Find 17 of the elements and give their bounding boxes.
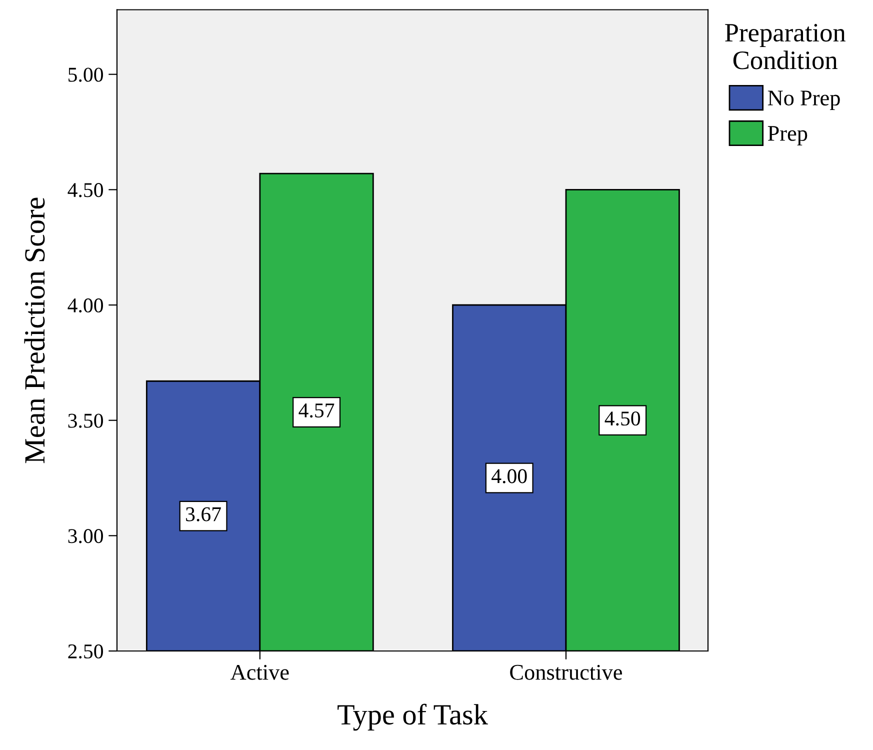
legend-title: Preparation Condition <box>725 24 846 70</box>
legend-label: No Prep <box>768 90 840 110</box>
y-tick-label: 5.00 <box>68 68 103 82</box>
x-tick-label: Constructive <box>510 664 622 680</box>
x-tick-label: Active <box>230 664 289 680</box>
data-label: 4.50 <box>604 411 640 426</box>
y-tick-label: 4.00 <box>68 298 103 313</box>
y-tick-label: 2.50 <box>68 644 103 659</box>
data-label: 4.57 <box>298 404 334 418</box>
y-tick-label: 4.50 <box>68 183 103 198</box>
data-label: 3.67 <box>186 507 221 522</box>
data-label: 4.00 <box>492 469 527 484</box>
x-axis-title: Type of Task <box>338 704 488 731</box>
y-tick-label: 3.00 <box>68 529 103 544</box>
y-axis-title: Mean Prediction Score <box>24 198 45 464</box>
legend-label: Prep <box>768 126 808 146</box>
y-tick-label: 3.50 <box>68 414 103 428</box>
